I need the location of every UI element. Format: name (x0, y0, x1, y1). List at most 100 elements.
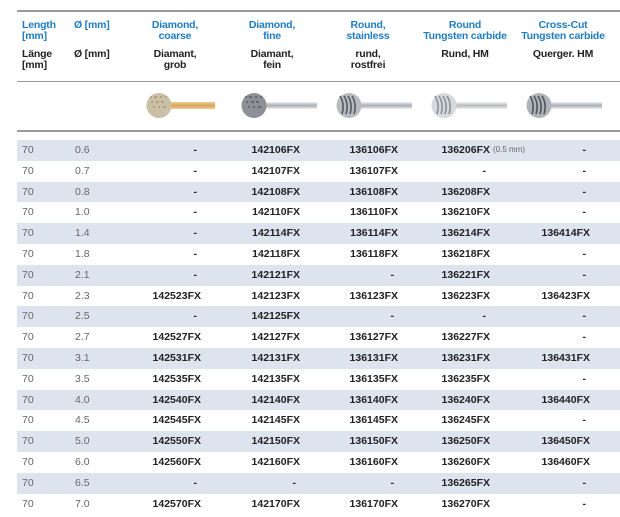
crosscut-carbide-bur-icon (526, 93, 602, 118)
cell-text: 142106FX (251, 144, 300, 156)
cell-text: 136114FX (350, 227, 398, 240)
article-number: 136231FX (420, 352, 490, 364)
article-number: 136414FX (520, 227, 590, 239)
diameter-cell: 1.4 (75, 227, 90, 240)
cell-text: - (582, 268, 587, 281)
unavailable-cell: - (516, 206, 587, 218)
cell-text: 136231FX (441, 352, 490, 364)
article-number: 136210FX (420, 206, 490, 218)
article-number: 136250FX (420, 435, 490, 447)
cell-text: 136123FX (349, 289, 398, 302)
unavailable-cell: - (127, 310, 198, 322)
article-number: 136245FX (420, 414, 490, 426)
article-number: 142150FX (230, 435, 300, 447)
unavailable-cell: - (324, 310, 395, 322)
unavailable-cell: - (516, 477, 587, 489)
header-text: Tungsten carbide (521, 30, 605, 42)
cell-text: - (193, 248, 198, 260)
table-row: 70 0.6 - 142106FX 136106FX 136206FX (0.5 mm)… (17, 140, 620, 161)
article-number: 136270FX (420, 498, 490, 510)
table-row: 70 0.8 - 142108FX 136108FX 136208FX - (17, 181, 620, 203)
cell-text: - (582, 248, 587, 260)
table-row: 70 2.7 142527FX 142127FX 136127FX 136227FX - (17, 327, 620, 348)
header-text: Round, (350, 19, 386, 31)
unavailable-cell: - (127, 206, 198, 218)
cell-text: 136414FX (541, 227, 590, 240)
cell-text: 142560FX (152, 456, 201, 468)
table-row: 70 4.5 142545FX 142145FX 136145FX 136245FX - (17, 410, 620, 431)
cell-text: 136135FX (349, 372, 398, 385)
article-number: 142131FX (230, 352, 300, 364)
unavailable-cell: - (127, 476, 198, 489)
diameter-cell: 0.7 (75, 164, 90, 177)
column-header-de: Querger. HM (533, 49, 593, 60)
diameter-cell: 5.0 (75, 435, 90, 448)
unavailable-cell: - (226, 477, 297, 489)
diamond-fine-bur-icon (241, 93, 317, 118)
unavailable-cell: - (127, 269, 198, 281)
cell-text: 136107FX (349, 164, 398, 177)
article-number: 142114FX (230, 227, 300, 239)
unavailable-cell: - (516, 248, 587, 260)
cell-text: 136240FX (441, 393, 490, 406)
header-text: rund, (355, 48, 381, 60)
cell-text: 142123FX (251, 289, 300, 302)
cell-text: 142108FX (251, 185, 300, 198)
article-number: 142170FX (230, 498, 300, 510)
header-text: coarse (158, 30, 192, 42)
header-text: fein (263, 59, 281, 71)
article-number: 142550FX (131, 435, 201, 447)
cell-text: 136208FX (441, 185, 490, 198)
cell-text: 142550FX (152, 435, 201, 448)
column-header-de: Rund, HM (441, 48, 489, 60)
article-number: 136206FX (0.5 mm) (420, 144, 525, 156)
cell-text: 136221FX (441, 268, 490, 281)
cell-text: 136235FX (441, 372, 490, 385)
unavailable-cell: - (416, 310, 487, 322)
column-header-de: Diamant, grob (154, 49, 197, 71)
cell-text: 142140FX (251, 393, 300, 406)
article-number: 142127FX (230, 331, 300, 343)
cell-text: 136440FX (541, 393, 590, 406)
cell-text: 136145FX (349, 414, 398, 427)
header-text: Rund, HM (441, 48, 489, 60)
length-cell: 70 (22, 144, 34, 156)
cell-text: 142535FX (152, 372, 201, 385)
article-number: 142123FX (230, 290, 300, 302)
column-header-en: Round, stainless (346, 20, 389, 42)
cell-text: - (482, 164, 487, 177)
cell-text: 142523FX (152, 289, 201, 302)
cell-text: 142107FX (251, 164, 300, 177)
round-carbide-bur-icon (431, 93, 507, 118)
header-text: Round (448, 19, 482, 31)
diameter-cell: 6.5 (75, 476, 90, 489)
unavailable-cell: - (127, 248, 198, 260)
table-row: 70 6.5 - - - 136265FX - (17, 472, 620, 494)
length-cell: 70 (22, 310, 34, 323)
article-number: 136135FX (328, 373, 398, 385)
cell-text: 142114FX (252, 227, 300, 240)
header-diameter-de: Ø [mm] (74, 48, 110, 60)
length-cell: 70 (22, 372, 34, 385)
header-text: grob (163, 59, 187, 71)
article-number: 142108FX (230, 186, 300, 198)
cell-text: 136245FX (441, 414, 490, 427)
cell-text: 136250FX (441, 435, 490, 448)
cell-text: 136265FX (441, 476, 490, 489)
article-number: 136431FX (520, 352, 590, 364)
article-number: 136423FX (520, 290, 590, 302)
article-number: 136145FX (328, 414, 398, 426)
unavailable-cell: - (516, 268, 587, 281)
cell-text: - (193, 185, 198, 198)
cell-text: 136450FX (541, 435, 590, 448)
cell-text: - (193, 476, 198, 489)
unavailable-cell: - (516, 331, 587, 343)
table-row: 70 7.0 142570FX 142170FX 136170FX 136270FX - (17, 494, 620, 515)
article-number: 142106FX (230, 144, 300, 156)
cell-text: 142118FX (252, 248, 300, 260)
cell-text: - (582, 164, 587, 177)
article-number: 142145FX (230, 414, 300, 426)
article-number: 142523FX (131, 290, 201, 302)
cell-text: 136118FX (350, 248, 398, 260)
unavailable-cell: - (324, 477, 395, 489)
